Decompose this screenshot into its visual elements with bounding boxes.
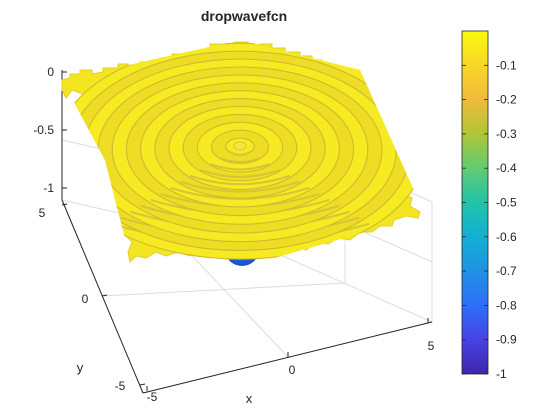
- colorbar-tick-label: -0.6: [496, 230, 517, 244]
- surface-center-peak: [233, 141, 247, 151]
- surface-ripple-shade: [209, 162, 271, 171]
- x-ticks: [146, 318, 429, 391]
- surface-ripple-shade: [180, 180, 300, 193]
- colorbar-tick-label: -0.3: [496, 127, 517, 141]
- surface-ripples: [62, 42, 425, 260]
- x-tick-label: 5: [428, 339, 435, 353]
- colorbar-tick-label: -0.7: [496, 264, 517, 278]
- surface-ripple-shade: [229, 151, 251, 156]
- colorbar-ticks: -1 -0.9 -0.8 -0.7 -0.6 -0.5 -0.4 -0.3 -0.2 -0.1: [462, 58, 517, 381]
- y-tick-label: -5: [115, 379, 126, 393]
- surface-ripple-shade: [219, 157, 261, 164]
- colorbar-tick-label: -0.8: [496, 298, 517, 312]
- colorbar-tick-label: -0.2: [496, 93, 517, 107]
- y-tick-label: 5: [39, 206, 46, 220]
- colorbar-tick-label: -0.1: [496, 58, 517, 72]
- chart-title: dropwavefcn: [201, 8, 287, 24]
- x-axis-label: x: [246, 391, 253, 406]
- axis-lines: [61, 70, 433, 394]
- colorbar-tick-label: -0.4: [496, 161, 517, 175]
- colorbar-tick-label: -0.9: [496, 333, 517, 347]
- z-tick-label: -0.5: [33, 123, 54, 137]
- x-tick-label: 0: [289, 363, 296, 377]
- z-tick-label: -1: [43, 181, 54, 195]
- colorbar-tick-label: -0.5: [496, 196, 517, 210]
- x-tick-label: -5: [147, 390, 158, 404]
- y-ticks: [61, 203, 146, 386]
- colorbar-tick-label: -1: [496, 367, 507, 381]
- y-axis-label: y: [77, 360, 84, 375]
- surface-ripple-shade: [170, 186, 310, 200]
- x-axis-line: [142, 321, 433, 394]
- surface-plot: [61, 41, 425, 264]
- z-tick-label: 0: [47, 65, 54, 79]
- surface-ripple-shade: [189, 174, 291, 186]
- z-ticks: [62, 71, 67, 189]
- y-tick-label: 0: [82, 292, 89, 306]
- y-axis-line: [61, 199, 144, 394]
- surface-ripple-shade: [199, 168, 281, 178]
